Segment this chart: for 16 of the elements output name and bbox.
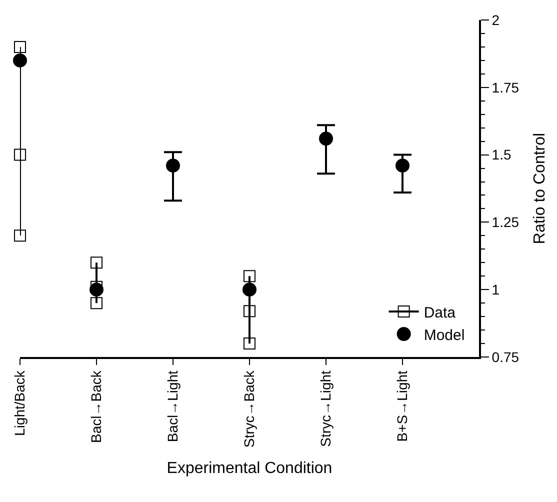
x-tick-label: B+S→Light — [394, 370, 410, 442]
y-tick-label: 0.75 — [492, 348, 520, 365]
x-tick-label: Bacl→Back — [88, 370, 104, 443]
y-tick-label: 1.5 — [492, 146, 512, 163]
y-tick-label: 1 — [492, 282, 500, 298]
y-tick-label: 2 — [492, 12, 500, 28]
legend-label: Model — [424, 326, 465, 344]
x-tick-label: Stryc→Back — [241, 370, 258, 448]
y-tick-label: 1.25 — [492, 214, 520, 230]
x-axis-title: Experimental Condition — [166, 460, 332, 477]
x-tick-label: Light/Back — [12, 370, 28, 436]
x-tick-label: Stryc→Light — [318, 370, 334, 447]
x-tick-label: Bacl→Light — [164, 370, 181, 442]
y-tick-label: 1.75 — [492, 79, 520, 96]
legend-label: Data — [424, 304, 456, 322]
y-axis-title: Ratio to Control — [531, 132, 548, 244]
